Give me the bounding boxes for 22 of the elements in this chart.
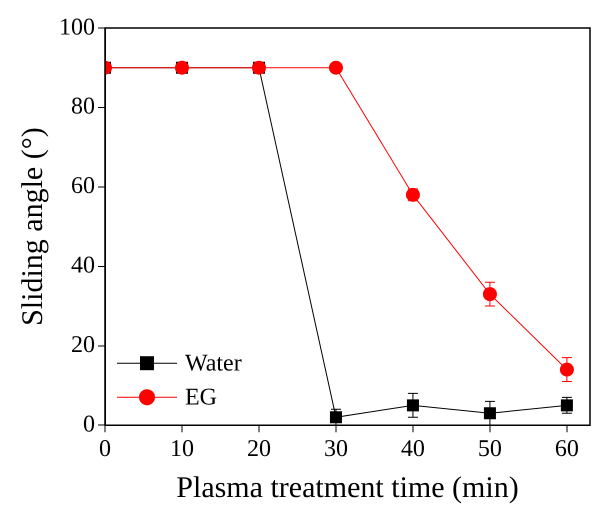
x-tick-label: 60 bbox=[554, 436, 579, 462]
y-tick-label: 80 bbox=[71, 94, 95, 120]
x-tick-label: 20 bbox=[246, 436, 271, 462]
y-tick-label: 0 bbox=[83, 411, 95, 438]
y-tick-label: 20 bbox=[71, 332, 95, 358]
x-tick-label: 40 bbox=[400, 436, 425, 462]
legend-label: Water bbox=[185, 350, 242, 376]
x-tick-label: 10 bbox=[170, 436, 194, 462]
x-tick-label: 50 bbox=[478, 436, 502, 462]
point bbox=[406, 399, 419, 412]
point bbox=[482, 287, 497, 302]
x-tick-label: 0 bbox=[99, 436, 111, 462]
x-tick-label: 30 bbox=[324, 436, 348, 462]
point bbox=[484, 407, 496, 420]
y-tick-label: 40 bbox=[71, 252, 95, 279]
x-axis-title: Plasma treatment time (min) bbox=[176, 470, 519, 504]
legend-label: EG bbox=[185, 384, 217, 410]
point bbox=[560, 362, 574, 377]
y-tick-label: 60 bbox=[71, 173, 95, 200]
point bbox=[328, 60, 343, 75]
y-axis-title: Sliding angle (°) bbox=[16, 127, 49, 326]
y-tick-label: 100 bbox=[59, 14, 95, 40]
